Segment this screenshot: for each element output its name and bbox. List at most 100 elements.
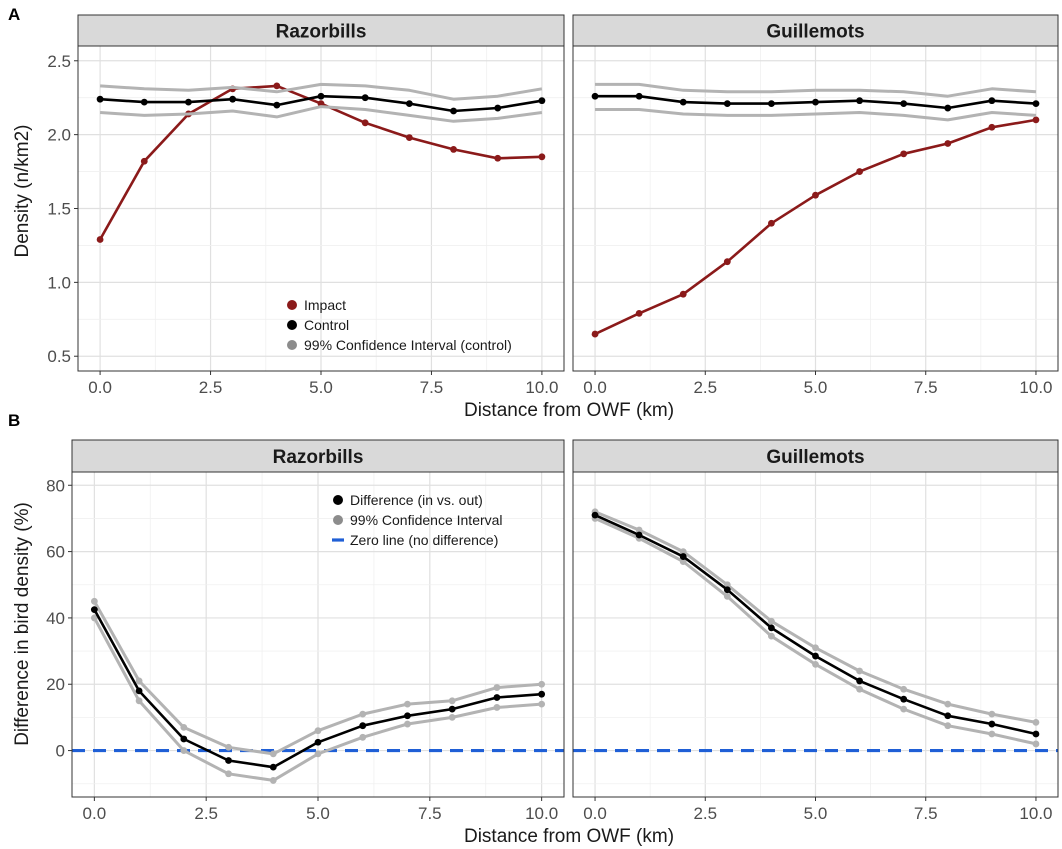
x-tick-label: 5.0: [306, 804, 330, 823]
data-point: [493, 704, 501, 711]
data-point: [180, 735, 188, 743]
data-point: [812, 644, 819, 652]
data-point: [679, 290, 687, 298]
data-point: [988, 97, 996, 105]
facet-2-razorbills: Razorbills 0.0 2.5 5.0 7.5 10.0 0 20 40 60 80: [46, 439, 565, 823]
data-point: [900, 695, 908, 703]
data-point: [359, 722, 367, 730]
y-tick-label: 60: [46, 543, 65, 562]
data-point: [812, 660, 819, 668]
data-point: [405, 134, 413, 141]
series-line-ci-lower: [100, 105, 543, 123]
data-point: [140, 157, 148, 165]
data-point: [404, 700, 411, 708]
x-tick-label: 2.5: [693, 804, 717, 823]
x-tick-label: 0.0: [83, 804, 107, 823]
data-point: [988, 710, 996, 718]
data-point: [90, 614, 98, 622]
y-tick-label: 2.5: [47, 52, 71, 71]
data-point: [856, 667, 863, 675]
data-point: [314, 738, 322, 746]
data-point: [635, 92, 643, 100]
x-tick-label: 10.0: [1019, 378, 1052, 397]
data-point: [1032, 116, 1040, 124]
data-point: [361, 119, 369, 127]
data-point: [361, 94, 369, 102]
x-tick-label: 2.5: [199, 378, 223, 397]
x-tick-label: 5.0: [309, 378, 333, 397]
y-tick-label: 20: [46, 675, 65, 694]
legend-label: Difference (in vs. out): [350, 492, 483, 508]
panel-b-tag: B: [8, 411, 20, 430]
data-point: [856, 168, 863, 175]
data-point: [538, 153, 546, 161]
y-tick-label: 0.5: [47, 347, 71, 366]
data-point: [679, 553, 687, 560]
data-point: [679, 548, 687, 555]
data-point: [448, 714, 456, 721]
legend-key-dot: [287, 340, 297, 350]
data-point: [723, 586, 731, 594]
data-point: [768, 632, 775, 640]
x-tick-label: 7.5: [914, 804, 938, 823]
y-tick-label: 0: [56, 742, 65, 761]
legend-label: 99% Confidence Interval (control): [304, 337, 512, 353]
data-point: [812, 652, 819, 660]
data-point: [229, 95, 237, 103]
data-point: [538, 700, 546, 708]
data-point: [900, 150, 908, 158]
data-point: [723, 258, 731, 266]
legend-label: 99% Confidence Interval: [350, 512, 503, 528]
panel-b-y-axis-title: Difference in bird density (%): [12, 502, 33, 746]
x-tick-label: 2.5: [693, 378, 717, 397]
y-tick-label: 80: [46, 476, 65, 495]
data-point: [591, 330, 599, 338]
data-point: [135, 697, 143, 705]
legend-key-dot: [333, 515, 343, 525]
data-point: [493, 684, 501, 691]
data-point: [269, 777, 277, 784]
data-point: [538, 97, 546, 105]
data-point: [269, 750, 277, 758]
data-point: [538, 690, 546, 698]
legend-label: Zero line (no difference): [350, 532, 498, 548]
data-point: [494, 104, 502, 112]
data-point: [723, 100, 731, 108]
data-point: [493, 694, 501, 701]
data-point: [314, 750, 322, 758]
y-tick-label: 2.0: [47, 126, 71, 145]
data-point: [359, 733, 367, 741]
data-point: [944, 722, 952, 730]
y-tick-label: 40: [46, 609, 65, 628]
data-point: [225, 743, 232, 751]
data-point: [812, 98, 819, 106]
data-point: [404, 720, 411, 728]
data-point: [944, 104, 952, 112]
legend-key-dot: [287, 320, 297, 330]
data-point: [1032, 730, 1040, 738]
x-tick-label: 0.0: [583, 804, 607, 823]
data-point: [450, 146, 457, 153]
facet-3-guillemots: Guillemots 0.0 2.5 5.0 7.5 10.0: [572, 439, 1059, 823]
data-point: [944, 700, 952, 708]
data-point: [273, 101, 281, 109]
panel-b: Difference in bird density (%) Distance …: [12, 439, 1059, 847]
legend-label: Control: [304, 317, 349, 333]
data-point: [900, 705, 908, 713]
data-point: [225, 757, 232, 764]
data-point: [269, 763, 277, 771]
x-tick-label: 7.5: [914, 378, 938, 397]
panel-a-x-axis-title: Distance from OWF (km): [464, 400, 674, 421]
data-point: [90, 597, 98, 605]
data-point: [856, 97, 863, 105]
x-tick-label: 0.0: [88, 378, 112, 397]
data-point: [812, 191, 819, 199]
series-line-99-confidence-interval-control-: [595, 82, 1037, 98]
data-point: [679, 558, 687, 565]
data-point: [538, 680, 546, 688]
facet-strip: [77, 14, 565, 47]
data-point: [768, 219, 775, 227]
x-tick-label: 2.5: [194, 804, 218, 823]
data-point: [225, 770, 232, 778]
data-point: [988, 123, 996, 131]
